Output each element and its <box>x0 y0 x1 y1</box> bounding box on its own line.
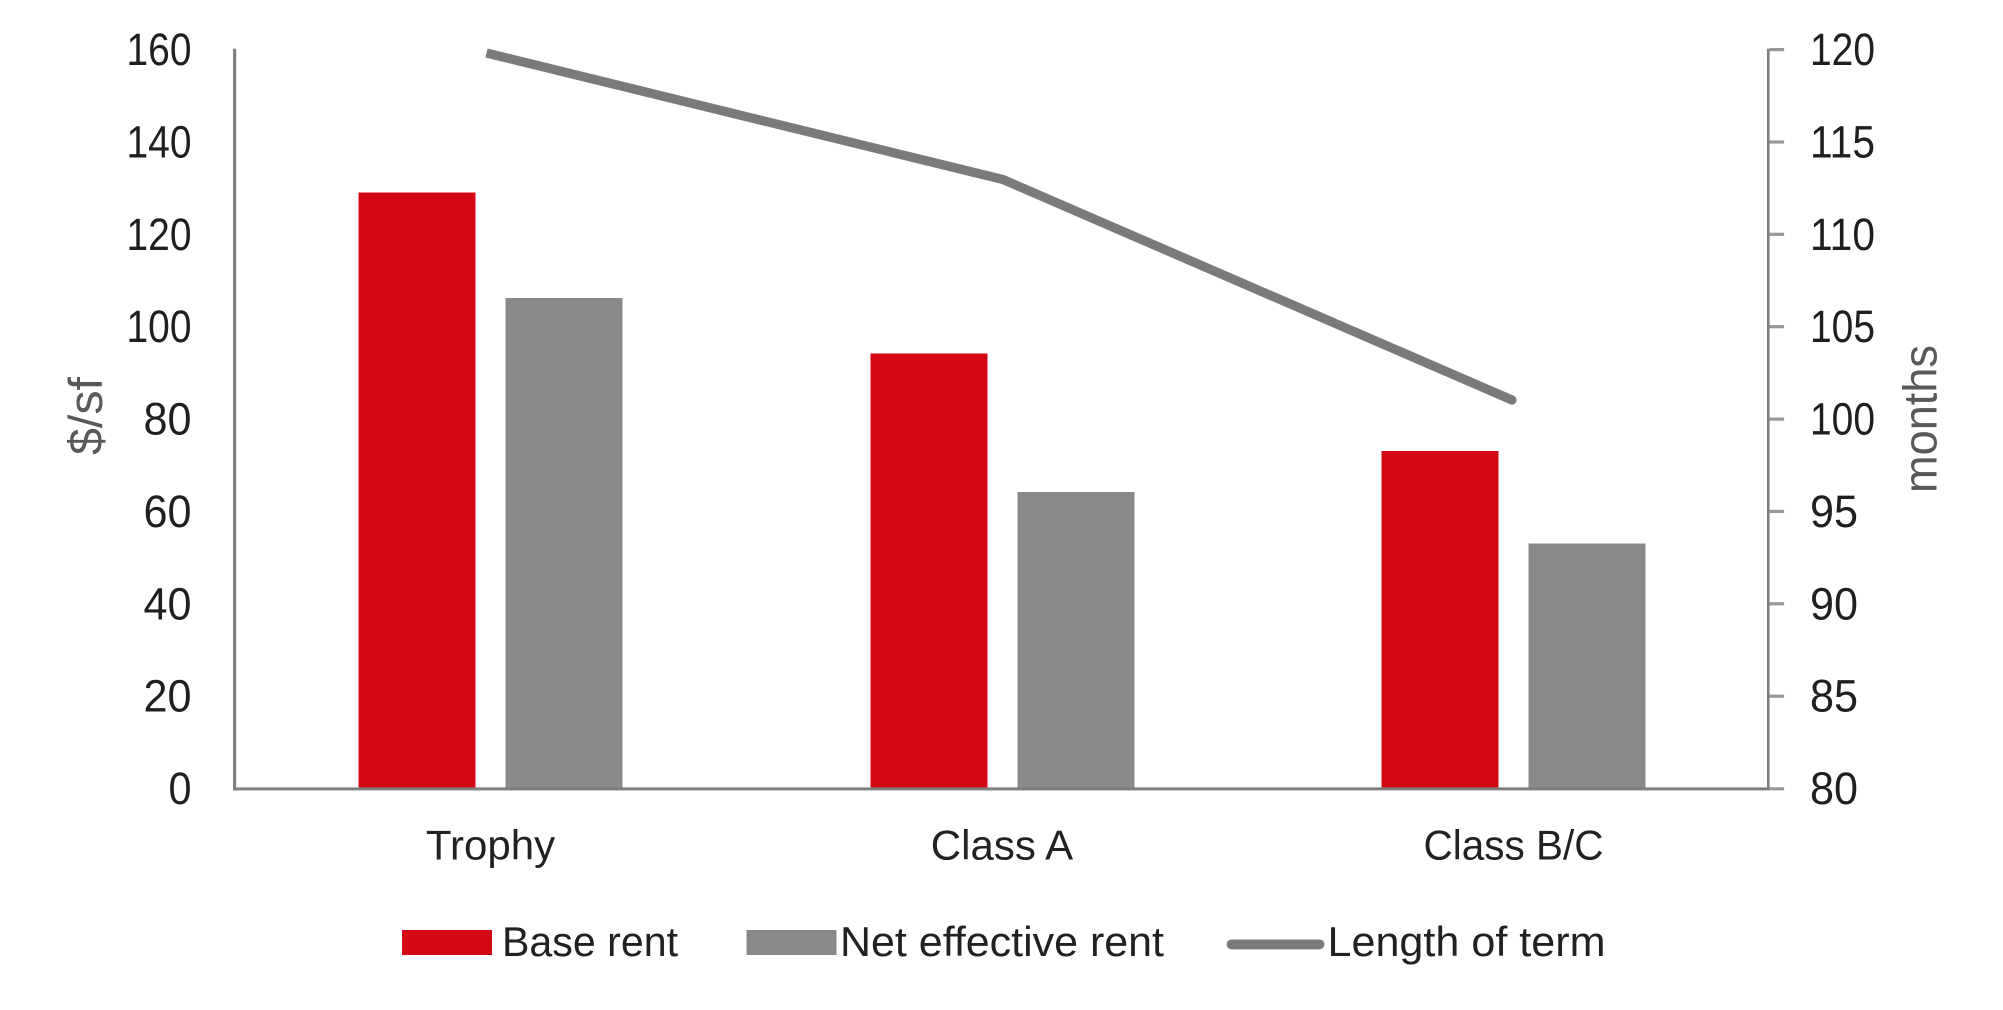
svg-text:$/sf: $/sf <box>59 376 112 455</box>
svg-text:Net effective rent: Net effective rent <box>840 918 1164 965</box>
svg-text:Trophy: Trophy <box>426 822 555 869</box>
svg-text:90: 90 <box>1810 578 1858 629</box>
svg-text:0: 0 <box>169 763 192 814</box>
svg-text:100: 100 <box>127 301 192 352</box>
svg-text:80: 80 <box>1810 763 1858 814</box>
svg-text:40: 40 <box>144 578 192 629</box>
svg-text:60: 60 <box>144 486 192 537</box>
svg-text:160: 160 <box>127 24 192 75</box>
svg-text:20: 20 <box>144 671 192 722</box>
svg-text:85: 85 <box>1810 671 1858 722</box>
svg-text:120: 120 <box>127 209 192 260</box>
svg-text:Class B/C: Class B/C <box>1424 822 1604 869</box>
svg-text:80: 80 <box>144 394 192 445</box>
svg-text:120: 120 <box>1810 24 1875 75</box>
svg-text:Class A: Class A <box>931 822 1073 869</box>
svg-text:Base rent: Base rent <box>502 918 678 965</box>
svg-text:Length of term: Length of term <box>1328 918 1606 965</box>
svg-text:105: 105 <box>1810 301 1875 352</box>
svg-text:110: 110 <box>1810 209 1875 260</box>
svg-text:95: 95 <box>1810 486 1858 537</box>
svg-text:100: 100 <box>1810 394 1875 445</box>
svg-text:115: 115 <box>1810 117 1875 168</box>
svg-text:months: months <box>1894 345 1947 493</box>
svg-text:140: 140 <box>127 117 192 168</box>
